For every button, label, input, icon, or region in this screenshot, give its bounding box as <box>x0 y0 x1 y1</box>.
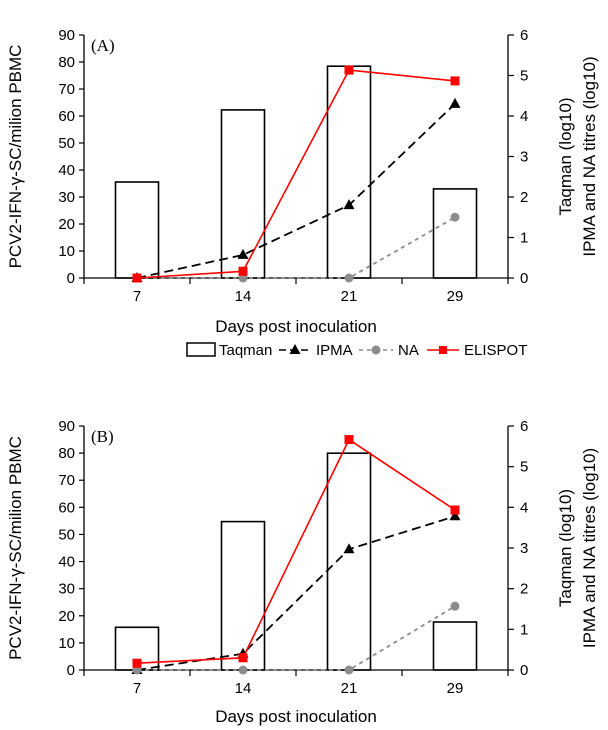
legend-na-marker <box>371 345 381 355</box>
y-tick-label-right: 4 <box>520 108 528 125</box>
x-tick-label: 21 <box>341 680 358 697</box>
y-axis-label-right-line1: Taqman (log10) <box>556 97 575 215</box>
y-axis-label-right-line2: IPMA and NA titres (log10) <box>580 56 599 256</box>
y-tick-label-left: 30 <box>58 581 75 598</box>
point-na-14 <box>238 665 248 675</box>
series-na-line <box>137 216 456 279</box>
panel-label: (B) <box>91 427 114 446</box>
bar-taqman-14 <box>220 520 266 671</box>
x-tick-label: 29 <box>447 680 464 697</box>
y-axis-label-right-line1: Taqman (log10) <box>556 489 575 607</box>
series-elispot-line <box>136 69 456 279</box>
y-tick-label-left: 90 <box>58 418 75 435</box>
y-tick-label-left: 70 <box>58 81 75 98</box>
legend-elispot-marker <box>439 346 447 354</box>
point-ipma-21 <box>343 199 355 210</box>
y-tick-label-right: 5 <box>520 68 528 85</box>
y-tick-label-left: 60 <box>58 108 75 125</box>
point-elispot-14 <box>238 266 248 276</box>
y-tick-label-left: 50 <box>58 135 75 152</box>
point-na-7 <box>132 665 142 675</box>
point-elispot-7 <box>132 273 142 283</box>
y-tick-label-left: 70 <box>58 472 75 489</box>
legend-ipma-marker <box>289 344 301 354</box>
point-na-21 <box>344 273 354 283</box>
series-ipma-line <box>136 103 456 279</box>
y-tick-label-left: 60 <box>58 499 75 516</box>
x-axis-label: Days post inoculation <box>215 317 377 336</box>
point-elispot-7 <box>132 658 142 668</box>
y-tick-label-right: 4 <box>520 499 528 516</box>
y-axis-label-left: PCV2-IFN-γ-SC/milion PBMC <box>6 45 25 269</box>
chart-panel-b: 0 10 20 30 40 50 60 70 80 90 0 1 2 3 4 5 6 7 14 21 29 Days po… <box>6 418 599 726</box>
point-elispot-14 <box>238 653 248 663</box>
panel-label: (A) <box>91 36 115 55</box>
x-tick-label: 14 <box>235 288 252 305</box>
legend-taqman-swatch <box>186 342 216 357</box>
y-tick-label-left: 40 <box>58 162 75 179</box>
x-tick-label: 29 <box>447 288 464 305</box>
point-elispot-29 <box>450 505 460 515</box>
legend-elispot-label: ELISPOT <box>464 342 527 359</box>
bar-taqman-21 <box>326 452 372 671</box>
point-ipma-29 <box>449 97 461 108</box>
bar-taqman-7 <box>114 181 160 279</box>
y-axis-label-right-line2: IPMA and NA titres (log10) <box>580 448 599 648</box>
x-tick-label: 21 <box>341 288 358 305</box>
y-tick-label-left: 40 <box>58 554 75 571</box>
y-tick-label-right: 1 <box>520 621 528 638</box>
bar-taqman-21 <box>326 65 372 279</box>
y-tick-label-left: 80 <box>58 54 75 71</box>
chart-legend: Taqman IPMA NA ELISPOT <box>186 342 527 359</box>
point-ipma-21 <box>343 543 355 554</box>
y-tick-label-left: 20 <box>58 216 75 233</box>
y-tick-label-right: 3 <box>520 540 528 557</box>
y-tick-label-right: 6 <box>520 27 528 44</box>
x-tick-label: 14 <box>235 680 252 697</box>
y-tick-label-right: 6 <box>520 418 528 435</box>
point-elispot-21 <box>344 435 354 445</box>
series-ipma-line <box>136 515 456 671</box>
y-tick-label-right: 1 <box>520 230 528 247</box>
point-ipma-29 <box>449 510 461 521</box>
x-axis-label: Days post inoculation <box>215 707 377 726</box>
y-tick-label-left: 20 <box>58 608 75 625</box>
y-tick-label-left: 30 <box>58 189 75 206</box>
y-tick-label-left: 80 <box>58 445 75 462</box>
point-elispot-21 <box>344 65 354 75</box>
y-tick-label-left: 0 <box>67 270 75 287</box>
point-na-21 <box>344 665 354 675</box>
y-tick-label-right: 3 <box>520 149 528 166</box>
series-na-line <box>137 605 456 671</box>
legend-ipma-label: IPMA <box>316 342 353 359</box>
y-tick-label-left: 0 <box>67 662 75 679</box>
legend-na-label: NA <box>398 342 419 359</box>
bar-taqman-29 <box>432 621 478 671</box>
y-tick-label-left: 90 <box>58 27 75 44</box>
y-tick-label-left: 10 <box>58 635 75 652</box>
point-elispot-29 <box>450 76 460 86</box>
point-ipma-14 <box>237 248 249 259</box>
y-tick-label-left: 50 <box>58 526 75 543</box>
series-elispot-line <box>136 438 456 664</box>
y-tick-label-right: 5 <box>520 459 528 476</box>
x-tick-label: 7 <box>133 288 141 305</box>
bar-taqman-29 <box>432 188 478 279</box>
chart-panel-a: 0 10 20 30 40 50 60 70 80 90 0 1 2 3 4 5 6 7 14 21 29 Days po… <box>6 27 599 336</box>
y-axis-label-left: PCV2-IFN-γ-SC/milion PBMC <box>6 436 25 660</box>
y-tick-label-right: 0 <box>520 662 528 679</box>
y-tick-label-right: 2 <box>520 189 528 206</box>
legend-taqman-label: Taqman <box>219 342 272 359</box>
point-na-29 <box>450 212 460 222</box>
point-na-29 <box>450 601 460 611</box>
y-tick-label-left: 10 <box>58 243 75 260</box>
y-tick-label-right: 0 <box>520 270 528 287</box>
y-tick-label-right: 2 <box>520 581 528 598</box>
x-tick-label: 7 <box>133 680 141 697</box>
